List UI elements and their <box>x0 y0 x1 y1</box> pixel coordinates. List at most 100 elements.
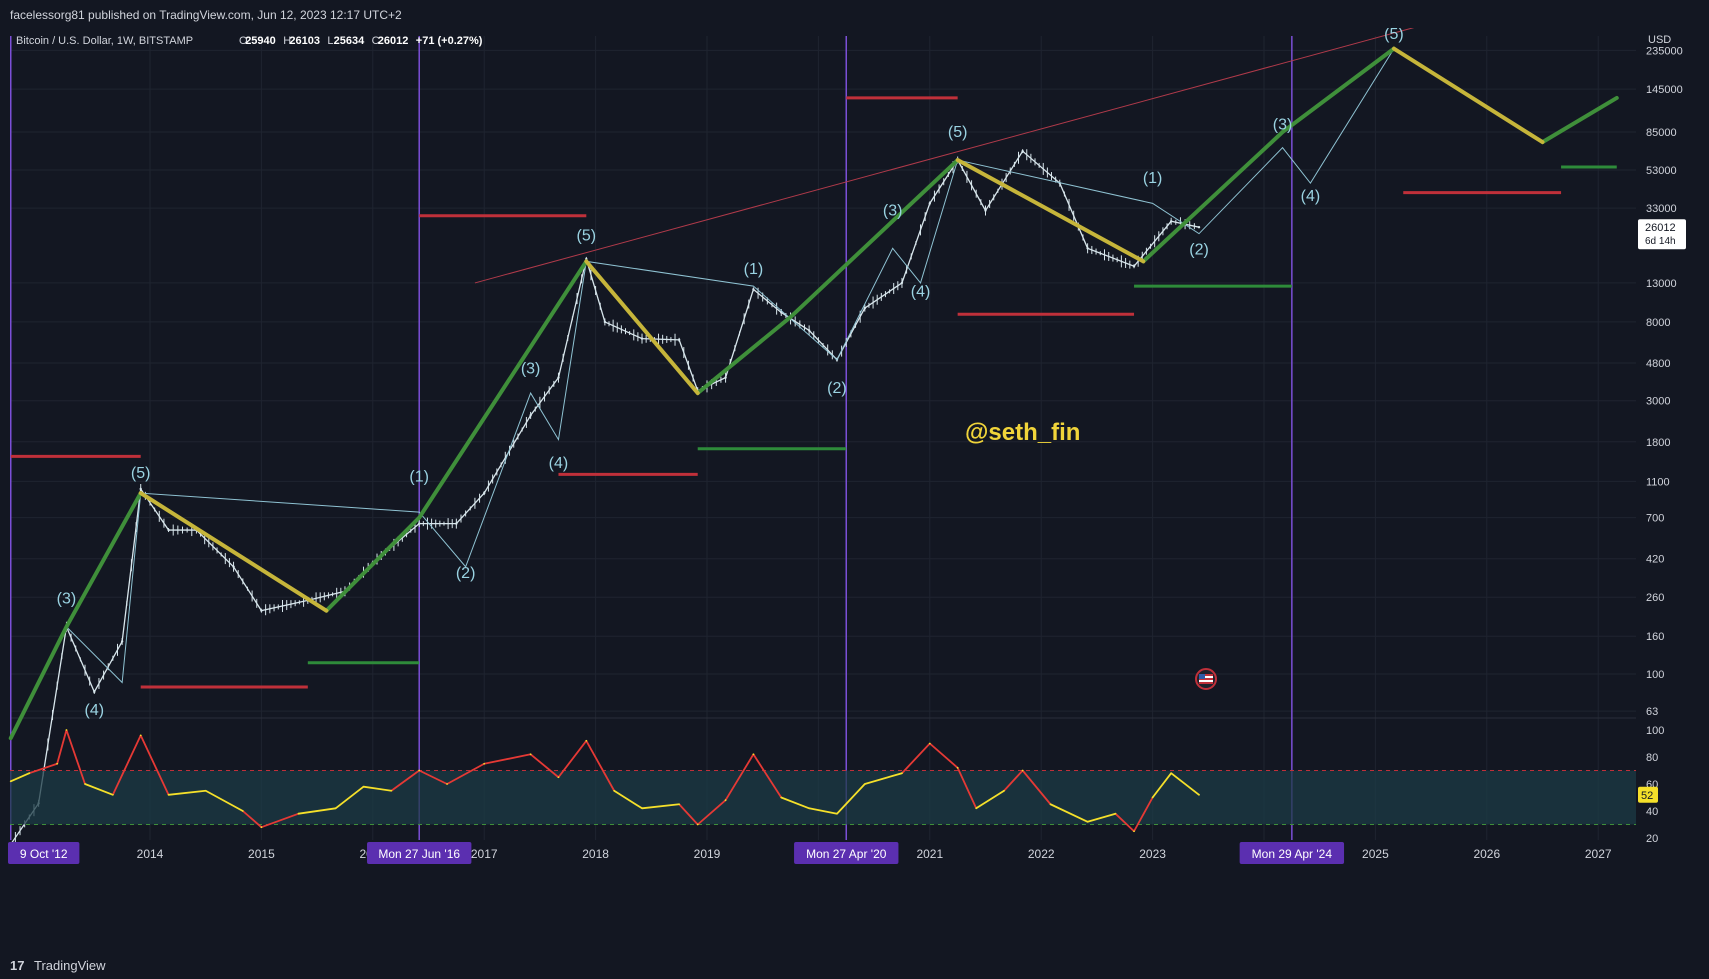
correction-wave <box>138 491 329 613</box>
rsi-segment <box>557 740 588 778</box>
price-tick-label: 13000 <box>1646 278 1677 290</box>
price-point <box>529 414 532 417</box>
tradingview-logo-icon[interactable]: 17 <box>10 958 25 973</box>
price-chart[interactable]: (3) (4) (5) (1) (2) (3) (4) (5) (1) (2) (3) (4) (5) (… <box>0 28 1709 950</box>
price-point <box>1197 225 1201 229</box>
price-point <box>1132 265 1136 268</box>
watermark: @seth_fin <box>965 419 1080 446</box>
rsi-point <box>724 799 727 802</box>
rsi-segment <box>1021 769 1052 805</box>
impulse-wave <box>324 259 589 613</box>
rsi-segment <box>363 785 392 792</box>
price-tick-label: 145000 <box>1646 84 1683 96</box>
wave-label: (5) <box>577 228 597 245</box>
wave-label: (2) <box>827 380 847 397</box>
rsi-point <box>56 762 59 765</box>
rsi-point <box>808 807 811 810</box>
wave-label: (1) <box>1143 170 1163 187</box>
rsi-segment <box>613 789 643 810</box>
rsi-segment <box>205 789 244 812</box>
time-marker-badge <box>367 842 472 864</box>
price-point <box>807 329 811 332</box>
rsi-point <box>65 729 68 731</box>
price-point <box>1021 149 1024 153</box>
countdown-value: 6d 14h <box>1645 236 1676 247</box>
wave-labels: (3) (4) (5) (1) (2) (3) (4) (5) (1) (2) (3) (4) (5) (… <box>57 28 1404 719</box>
rsi-point <box>1021 769 1024 772</box>
rsi-segment <box>29 762 58 775</box>
rsi-point <box>678 803 681 806</box>
price-tick-label: 160 <box>1646 631 1664 643</box>
us-flag-icon[interactable] <box>1195 668 1217 690</box>
price-tick-label: 3000 <box>1646 396 1670 408</box>
price-tick-label: 260 <box>1646 592 1664 604</box>
publisher-bar: facelessorg81 published on TradingView.c… <box>0 0 1709 28</box>
rsi-segment <box>418 769 448 785</box>
close-label: C <box>372 35 380 47</box>
rsi-point <box>1170 772 1173 775</box>
change-value: +71 (+0.27%) <box>416 35 483 47</box>
wave-label: (5) <box>948 124 968 141</box>
wave-label: (2) <box>456 565 476 582</box>
price-tick-label: 4800 <box>1646 358 1670 370</box>
time-marker-label: Mon 29 Apr '24 <box>1252 847 1333 861</box>
price-point <box>900 281 904 285</box>
time-marker-badge <box>8 842 80 864</box>
rsi-point <box>1133 830 1135 833</box>
rsi-point <box>585 739 588 742</box>
rsi-point <box>483 762 486 765</box>
rsi-segment <box>1170 772 1200 796</box>
price-point <box>483 491 486 495</box>
price-tick-label: 8000 <box>1646 317 1670 329</box>
price-point <box>752 288 755 291</box>
rsi-point <box>641 807 643 810</box>
rsi-point <box>204 789 207 792</box>
price-tick-label: 1100 <box>1646 476 1670 488</box>
wave-label: (4) <box>85 702 105 719</box>
rsi-point <box>297 812 300 815</box>
price-point <box>863 306 867 310</box>
price-point <box>724 376 727 379</box>
rsi-point <box>260 826 263 829</box>
price-tick-label: 100 <box>1646 669 1664 681</box>
rsi-point <box>390 789 393 792</box>
rsi-value-badge <box>1638 786 1658 803</box>
trend-line <box>474 28 1415 284</box>
cycle-markers <box>10 36 1293 840</box>
year-tick-label: 2018 <box>582 847 609 861</box>
price-tick-label: 700 <box>1646 513 1664 525</box>
rsi-segment <box>65 729 86 785</box>
rsi-point <box>167 793 170 796</box>
publisher-line: facelessorg81 published on TradingView.c… <box>10 8 402 22</box>
year-tick-label: 2015 <box>248 847 275 861</box>
wave-path <box>66 48 1395 684</box>
rsi-point <box>1151 796 1154 799</box>
price-tick-label: 1800 <box>1646 437 1670 449</box>
rsi-point <box>1114 812 1117 815</box>
wave-label: (1) <box>409 468 429 485</box>
rsi-point <box>418 769 421 772</box>
last-price-badge <box>1638 219 1686 250</box>
rsi-segment <box>1133 797 1154 832</box>
rsi-point <box>696 823 699 826</box>
year-tick-label: 2014 <box>137 847 164 861</box>
rsi-segment <box>530 753 560 778</box>
rsi-segment <box>139 735 170 796</box>
rsi-segment <box>752 753 783 798</box>
rsi-point <box>9 780 12 783</box>
year-tick-label: 2027 <box>1585 847 1612 861</box>
price-point <box>557 376 560 379</box>
price-tick-label: 33000 <box>1646 203 1677 215</box>
rsi-point <box>956 766 959 769</box>
price-point <box>1169 220 1173 223</box>
tradingview-brand[interactable]: TradingView <box>34 958 106 973</box>
price-point <box>260 609 263 612</box>
rsi-segment <box>261 812 299 829</box>
price-point <box>1086 247 1089 250</box>
rsi-segment <box>678 803 699 826</box>
rsi-segment <box>1087 812 1116 823</box>
price-point <box>167 528 170 532</box>
rsi-segment <box>1003 769 1024 792</box>
time-marker-badge <box>1239 842 1345 864</box>
